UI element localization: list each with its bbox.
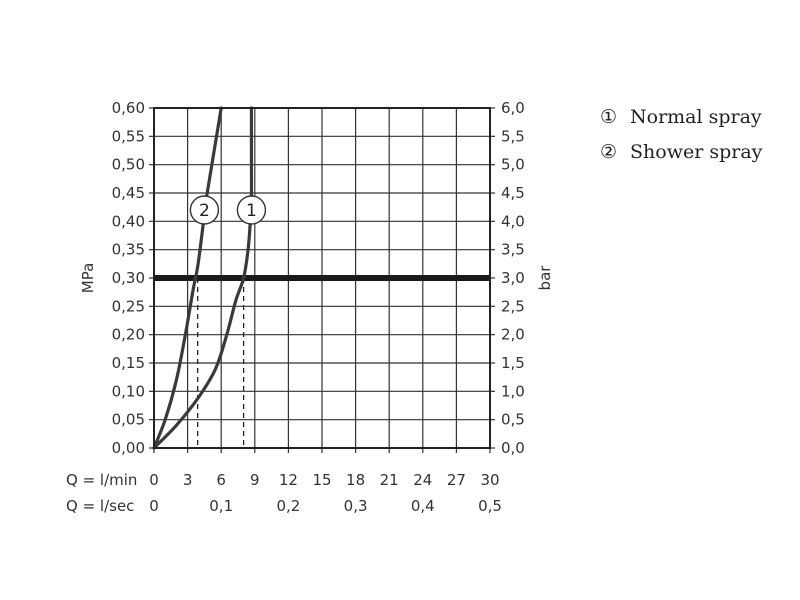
y-right-tick-label: 1,5 (501, 354, 525, 372)
dashed-drop-layer (197, 278, 245, 448)
legend: ① Normal spray ② Shower spray (600, 106, 763, 163)
y-left-tick-label: 0,20 (112, 326, 145, 344)
y-left-tick-label: 0,45 (112, 184, 145, 202)
y-left-tick-label: 0,25 (112, 297, 145, 315)
y-left-tick-label: 0,30 (112, 269, 145, 287)
x-row2-tick-label: 0 (149, 497, 159, 515)
legend-item-shower-spray: ② Shower spray (600, 141, 763, 163)
y-left-tick-label: 0,05 (112, 411, 145, 429)
series-line-shower-spray (152, 106, 223, 450)
legend-item-normal-spray: ① Normal spray (600, 106, 762, 128)
y-right-tick-label: 4,0 (501, 212, 525, 230)
y-right-tick-label: 6,0 (501, 99, 525, 117)
y-right-tick-label: 0,0 (501, 439, 525, 457)
x-row1-tick-label: 30 (480, 471, 499, 489)
y-left-axis-title: MPa (79, 263, 97, 294)
x-row2-tick-label: 0,1 (209, 497, 233, 515)
series-marker-label-normal-spray: 1 (246, 201, 257, 221)
x-row1-tick-label: 15 (312, 471, 331, 489)
y-left-tick-label: 0,10 (112, 382, 145, 400)
x-row2-tick-label: 0,2 (276, 497, 300, 515)
y-left-tick-label: 0,60 (112, 99, 145, 117)
y-right-axis-title: bar (536, 265, 554, 291)
y-right-tick-label: 3,0 (501, 269, 525, 287)
series-marker-circle-normal-spray (236, 195, 267, 225)
y-left-tick-label: 0,35 (112, 241, 145, 259)
x-row2-tick-label: 0,3 (344, 497, 368, 515)
x-row1-tick-label: 9 (250, 471, 260, 489)
y-left-tick-label: 0,00 (112, 439, 145, 457)
x-row1-tick-label: 6 (216, 471, 226, 489)
x-row2-label: Q = l/sec (66, 497, 134, 515)
y-left-tick-label: 0,50 (112, 156, 145, 174)
y-left-tick-label: 0,15 (112, 354, 145, 372)
y-right-tick-label: 5,0 (501, 156, 525, 174)
series-marker-layer: 12 (189, 195, 267, 225)
x-row1-tick-label: 3 (183, 471, 193, 489)
legend-label-shower-spray: Shower spray (630, 141, 763, 163)
legend-number-1: ① (600, 106, 617, 128)
legend-label-normal-spray: Normal spray (630, 106, 762, 128)
y-right-tick-label: 1,0 (501, 382, 525, 400)
x-row1-tick-label: 0 (149, 471, 159, 489)
series-layer (152, 106, 254, 450)
y-right-tick-label: 0,5 (501, 411, 525, 429)
x-row1-label: Q = l/min (66, 471, 137, 489)
series-marker-circle-shower-spray (189, 195, 220, 225)
legend-number-2: ② (600, 141, 617, 163)
plot-frame-layer (153, 107, 491, 449)
x-row1-tick-label: 21 (380, 471, 399, 489)
y-left-tick-label: 0,55 (112, 127, 145, 145)
x-row1-tick-label: 12 (279, 471, 298, 489)
series-line-normal-spray (152, 106, 254, 450)
y-right-tick-label: 2,5 (501, 297, 525, 315)
x-row2-tick-label: 0,5 (478, 497, 502, 515)
y-right-tick-label: 4,5 (501, 184, 525, 202)
x-row1-tick-label: 27 (447, 471, 466, 489)
tick-label-layer: 0,00 0,00,05 0,50,10 1,00,15 1,50,20 2,00,25 2… (112, 99, 525, 515)
plot-frame (153, 107, 491, 449)
x-row1-tick-label: 24 (413, 471, 432, 489)
x-row1-tick-label: 18 (346, 471, 365, 489)
y-right-tick-label: 3,5 (501, 241, 525, 259)
y-left-tick-label: 0,40 (112, 212, 145, 230)
y-right-tick-label: 5,5 (501, 127, 525, 145)
y-right-tick-label: 2,0 (501, 326, 525, 344)
x-row2-tick-label: 0,4 (411, 497, 435, 515)
series-marker-label-shower-spray: 2 (199, 201, 210, 221)
